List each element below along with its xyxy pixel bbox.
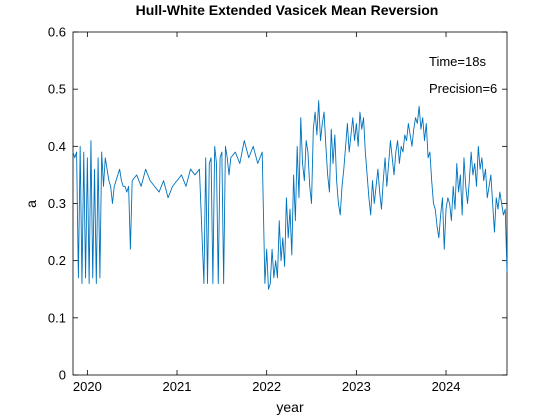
x-tick-label: 2020 xyxy=(73,379,102,394)
x-tick-label: 2022 xyxy=(252,379,281,394)
y-tick-label: 0.5 xyxy=(48,82,66,97)
series-line xyxy=(72,100,508,290)
chart-title: Hull-White Extended Vasicek Mean Reversi… xyxy=(136,2,439,18)
annotation-time: Time=18s xyxy=(429,54,486,69)
y-tick-label: 0.4 xyxy=(48,139,66,154)
y-axis-label: a xyxy=(23,200,39,208)
ticks-layer: 0 0.1 0.2 0.3 0.4 0.5 0.6 2020 2021 2022 2023 2024 xyxy=(48,25,507,394)
plot-area xyxy=(72,31,508,376)
y-tick-label: 0 xyxy=(59,368,66,383)
x-axis-label: year xyxy=(276,399,304,415)
y-tick-label: 0.2 xyxy=(48,253,66,268)
x-tick-label: 2024 xyxy=(432,379,461,394)
y-tick-label: 0.3 xyxy=(48,196,66,211)
x-tick-label: 2021 xyxy=(163,379,192,394)
y-tick-label: 0.6 xyxy=(48,25,66,40)
y-tick-label: 0.1 xyxy=(48,310,66,325)
annotation-precision: Precision=6 xyxy=(429,81,497,96)
x-tick-label: 2023 xyxy=(342,379,371,394)
